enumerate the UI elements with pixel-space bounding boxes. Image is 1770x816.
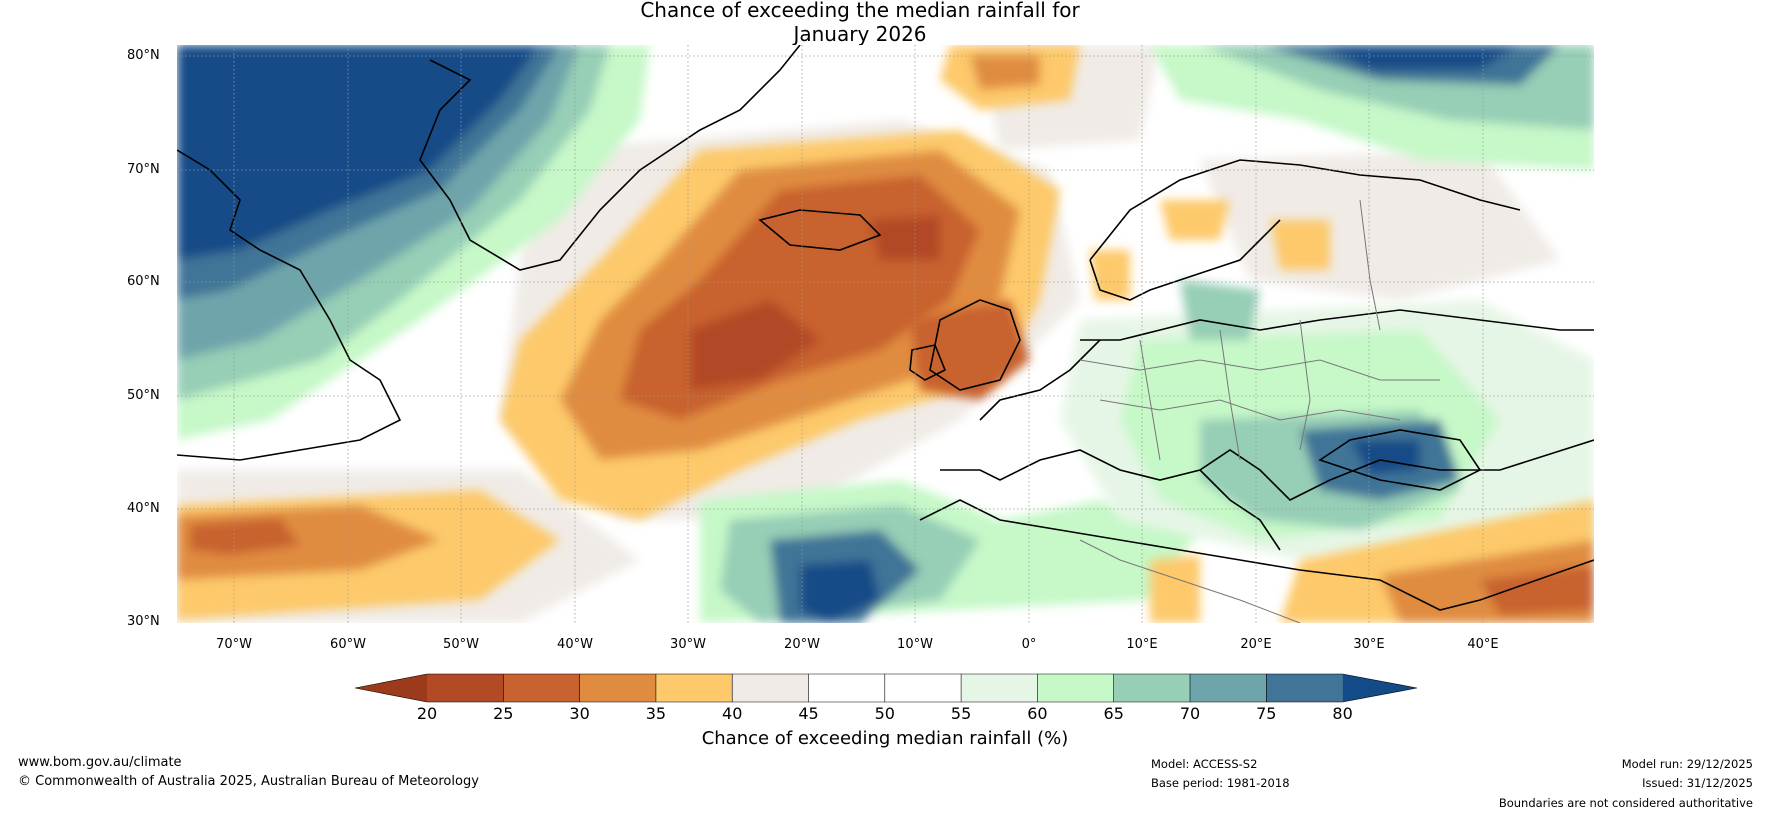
lon-label-0: 0° xyxy=(1021,637,1037,652)
colorbar-tick: 20 xyxy=(416,704,438,723)
lon-label-30w: 30°W xyxy=(670,637,706,652)
lon-label-60w: 60°W xyxy=(330,637,366,652)
colorbar-bin xyxy=(427,674,504,702)
colorbar-bin xyxy=(808,674,885,702)
lon-label-10w: 10°W xyxy=(897,637,933,652)
colorbar-bin xyxy=(732,674,809,702)
lon-label-20w: 20°W xyxy=(784,637,820,652)
lon-label-50w: 50°W xyxy=(443,637,479,652)
copyright-text: © Commonwealth of Australia 2025, Austra… xyxy=(18,774,479,789)
coastlines xyxy=(177,45,1594,611)
colorbar-bin xyxy=(655,674,733,702)
colorbar-tick: 80 xyxy=(1332,704,1353,723)
colorbar-tick: 60 xyxy=(1027,704,1048,723)
lon-label-30e: 30°E xyxy=(1353,637,1385,652)
colorbar-tick: 25 xyxy=(493,704,514,723)
country-borders xyxy=(1079,199,1440,623)
lat-label-80n: 80°N xyxy=(127,48,160,63)
issued-date: Issued: 31/12/2025 xyxy=(1642,776,1753,790)
colorbar-low-extend xyxy=(355,674,427,702)
colorbar-bin xyxy=(1266,674,1343,702)
colorbar-tick: 70 xyxy=(1179,704,1201,723)
model-name: Model: ACCESS-S2 xyxy=(1151,757,1258,771)
boundary-disclaimer: Boundaries are not considered authoritat… xyxy=(1498,796,1753,810)
colorbar-bin xyxy=(1113,674,1190,702)
colorbar-bin xyxy=(884,674,962,702)
lat-label-40n: 40°N xyxy=(127,501,160,516)
colorbar-tick: 75 xyxy=(1256,704,1277,723)
colorbar-high-extend xyxy=(1342,674,1417,702)
base-period: Base period: 1981-2018 xyxy=(1151,776,1290,790)
map-title: Chance of exceeding the median rainfall … xyxy=(0,0,1770,46)
lat-label-60n: 60°N xyxy=(127,274,160,289)
title-line-2: January 2026 xyxy=(793,22,927,46)
lon-label-10e: 10°E xyxy=(1126,637,1158,652)
lat-label-70n: 70°N xyxy=(127,162,160,177)
colorbar-bin xyxy=(1190,674,1267,702)
model-run-date: Model run: 29/12/2025 xyxy=(1621,757,1753,771)
lon-label-40e: 40°E xyxy=(1467,637,1499,652)
colorbar-tick: 30 xyxy=(569,704,590,723)
colorbar-tick: 40 xyxy=(722,704,743,723)
colorbar-bin xyxy=(579,674,656,702)
colorbar-tick: 50 xyxy=(874,704,895,723)
title-line-1: Chance of exceeding the median rainfall … xyxy=(640,0,1080,22)
colorbar-tick: 45 xyxy=(798,704,819,723)
colorbar-label: Chance of exceeding median rainfall (%) xyxy=(701,728,1069,749)
colorbar-tick: 55 xyxy=(950,704,972,723)
lon-label-40w: 40°W xyxy=(557,637,593,652)
colorbar-tick: 35 xyxy=(645,704,667,723)
colorbar xyxy=(354,673,1418,703)
lat-label-50n: 50°N xyxy=(127,388,160,403)
gridlines xyxy=(177,45,1594,623)
colorbar-bin xyxy=(1037,674,1114,702)
dry-region-atlantic xyxy=(500,45,1080,520)
colorbar-tick: 65 xyxy=(1103,704,1124,723)
lat-label-30n: 30°N xyxy=(127,614,160,629)
lon-label-20e: 20°E xyxy=(1240,637,1272,652)
colorbar-bin xyxy=(503,674,580,702)
lon-label-70w: 70°W xyxy=(216,637,252,652)
website-link[interactable]: www.bom.gov.au/climate xyxy=(18,755,182,770)
colorbar-bin xyxy=(961,674,1038,702)
wet-region-greenland xyxy=(177,45,650,440)
